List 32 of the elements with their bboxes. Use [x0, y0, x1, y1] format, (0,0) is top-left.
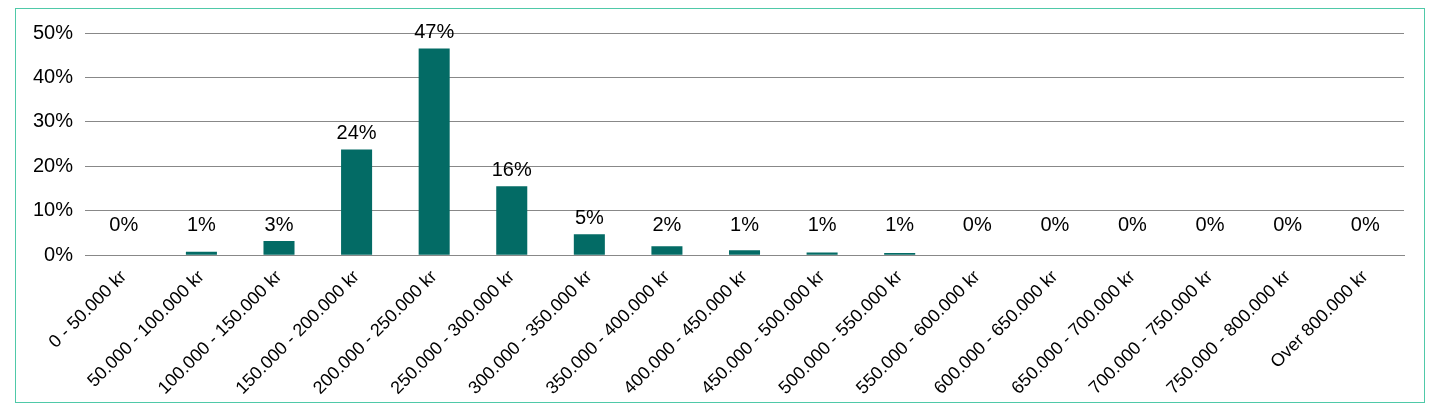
data-label: 1%: [885, 213, 915, 236]
bar: [418, 48, 450, 255]
data-label: 2%: [652, 213, 682, 236]
bar: [806, 252, 838, 255]
data-label: 0%: [109, 213, 139, 236]
y-tick-label: 20%: [33, 153, 74, 176]
y-tick-label: 30%: [33, 109, 74, 132]
data-label: 0%: [1040, 213, 1070, 236]
y-tick-label: 50%: [33, 20, 74, 43]
bar: [496, 186, 528, 255]
data-label: 16%: [491, 157, 532, 180]
bar: [729, 250, 761, 255]
data-label: 5%: [574, 205, 605, 228]
data-label: 1%: [730, 213, 760, 236]
y-tick-label: 0%: [44, 242, 74, 265]
data-label: 47%: [414, 20, 455, 43]
data-label: 0%: [962, 213, 992, 236]
bar: [573, 234, 605, 255]
bar: [185, 251, 217, 255]
data-label: 1%: [186, 213, 217, 236]
y-tick-label: 10%: [33, 198, 74, 221]
data-label: 0%: [1195, 213, 1225, 236]
bar: [651, 246, 683, 255]
data-label: 0%: [1117, 213, 1148, 236]
data-label: 1%: [807, 213, 837, 236]
data-label: 0%: [1273, 213, 1303, 236]
bar: [263, 241, 295, 255]
data-label: 24%: [336, 120, 377, 143]
bar: [341, 149, 373, 255]
y-tick-label: 40%: [33, 64, 74, 87]
data-label: 0%: [1350, 213, 1380, 236]
data-label: 3%: [264, 212, 294, 235]
